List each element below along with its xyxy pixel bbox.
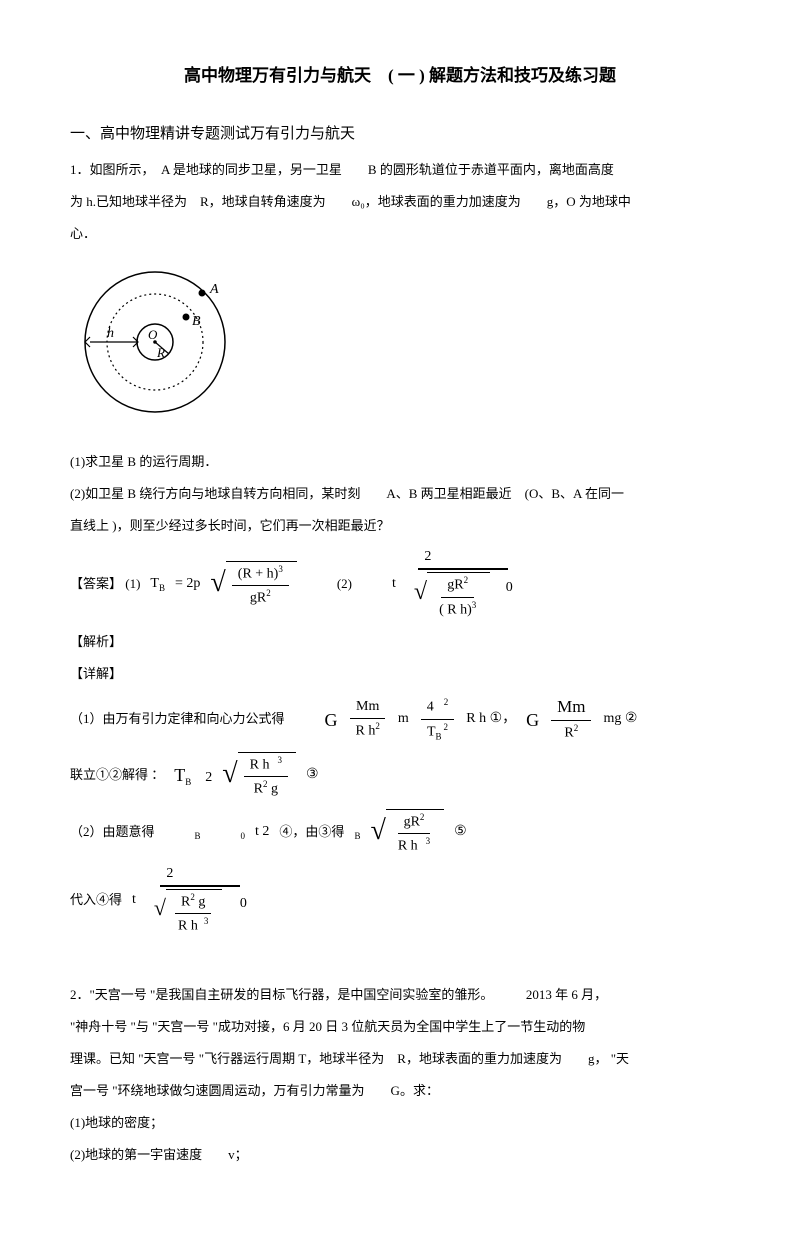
t2: t 2 <box>255 819 269 846</box>
page-title: 高中物理万有引力与航天 ( 一 ) 解题方法和技巧及练习题 <box>70 60 730 92</box>
q1-line1: 1．如图所示， A 是地球的同步卫星，另一卫星 B 的圆形轨道位于赤道平面内，离… <box>70 157 730 183</box>
step4-text: 代入④得 <box>70 888 122 913</box>
step2-line: 联立①②解得 ： TB 2 √ R h3 R2 g ③ <box>70 752 730 799</box>
tb-var: TB <box>150 571 165 598</box>
q1-line2: 为 h.已知地球半径为 R，地球自转角速度为 ω₀，地球表面的重力加速度为 g，… <box>70 189 730 215</box>
step2-text: 联立①②解得 ： <box>70 763 164 788</box>
sqrt-3: √ gR2 R h3 <box>370 809 444 856</box>
answer-label: 【答案】 (1) <box>70 572 140 597</box>
q2-line4: 宫一号 "环绕地球做匀速圆周运动，万有引力常量为 G。求： <box>70 1078 730 1104</box>
circle5: ⑤ <box>454 819 467 846</box>
t-var: t <box>392 571 396 598</box>
t-var2: t <box>132 887 136 914</box>
q1-sub2: (2)如卫星 B 绕行方向与地球自转方向相同，某时刻 A、B 两卫星相距最近 (… <box>70 481 730 507</box>
frac-4: 42 TB2 <box>421 697 455 742</box>
circle4: ④，由③得 <box>279 820 344 845</box>
step1-text: （1）由万有引力定律和向心力公式得 <box>70 707 285 732</box>
frac-Mm: Mm R h2 <box>350 699 386 740</box>
svg-text:A: A <box>209 282 219 297</box>
m-var: m <box>398 706 409 733</box>
q2-line3: 理课。已知 "天宫一号 "飞行器运行周期 T，地球半径为 R，地球表面的重力加速… <box>70 1046 730 1072</box>
frac-final: 2 √ R2 g R h3 0 <box>148 866 253 936</box>
frac-2: 2 √ gR2 ( R h)3 0 <box>408 549 519 619</box>
frac-Mm2: Mm R2 <box>551 697 591 742</box>
q2-sub2: (2)地球的第一宇宙速度 v； <box>70 1142 730 1168</box>
omega-0: 0 <box>241 819 246 846</box>
q2-line2: "神舟十号 "与 "天宫一号 "成功对接，6 月 20 日 3 位航天员为全国中… <box>70 1014 730 1040</box>
step1-line: （1）由万有引力定律和向心力公式得 G Mm R h2 m 42 TB2 R h… <box>70 697 730 742</box>
q1-line3: 心． <box>70 221 730 247</box>
omega-b: B <box>195 819 201 846</box>
orbit-diagram: A B O R h <box>70 257 730 436</box>
section-heading: 一、高中物理精讲专题测试万有引力与航天 <box>70 120 730 149</box>
q1-sub3: 直线上 )，则至少经过多长时间，它们再一次相距最近？ <box>70 513 730 539</box>
svg-text:h: h <box>107 326 114 341</box>
G1: G <box>325 703 338 737</box>
answer-line: 【答案】 (1) TB = 2p √ (R + h)3 gR2 (2) t 2 … <box>70 549 730 619</box>
circle3: ③ <box>306 762 319 789</box>
tb2: TB 2 <box>174 758 212 792</box>
svg-text:B: B <box>192 314 201 329</box>
omega-b2: B <box>354 819 360 846</box>
solution-h1: 【解析】 <box>70 629 730 655</box>
sqrt-2: √ R h3 R2 g <box>222 752 296 799</box>
q2-line1: 2．"天宫一号 "是我国自主研发的目标飞行器，是中国空间实验室的雏形。 2013… <box>70 982 730 1008</box>
eq-2p: = 2p <box>175 571 200 598</box>
step4-line: 代入④得 t 2 √ R2 g R h3 0 <box>70 866 730 936</box>
solution-h2: 【详解】 <box>70 661 730 687</box>
part2-label: (2) <box>337 572 352 597</box>
G2: G <box>526 703 539 737</box>
step3-line: （2）由题意得 B 0 t 2 ④，由③得 B √ gR2 R h3 ⑤ <box>70 809 730 856</box>
step3-text: （2）由题意得 <box>70 820 155 845</box>
sqrt-1: √ (R + h)3 gR2 <box>210 561 296 608</box>
rh-circle1: R h ①， <box>466 706 516 733</box>
q1-sub1: (1)求卫星 B 的运行周期． <box>70 449 730 475</box>
svg-text:O: O <box>148 327 158 342</box>
mg-end: mg ② <box>603 706 637 733</box>
q2-sub1: (1)地球的密度； <box>70 1110 730 1136</box>
svg-text:R: R <box>156 345 165 360</box>
